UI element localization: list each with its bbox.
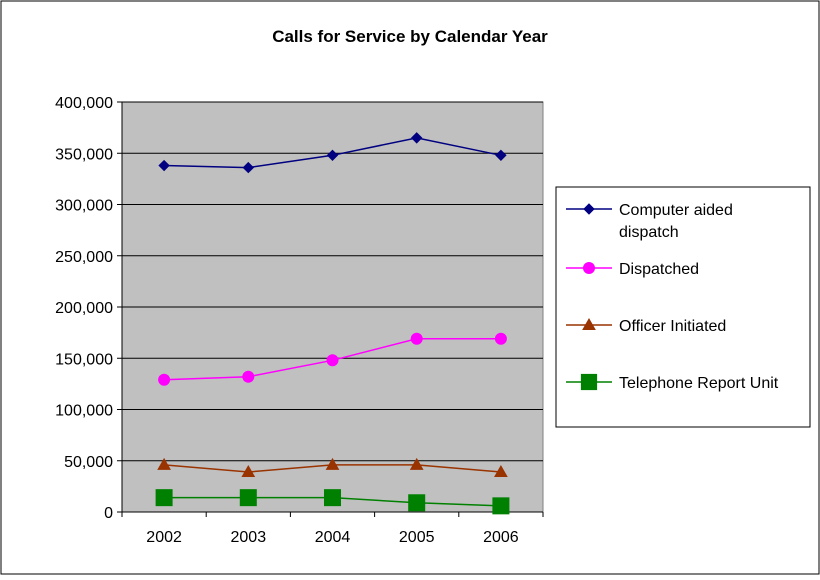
x-tick-label: 2004 — [315, 529, 351, 546]
legend-label: dispatch — [619, 224, 679, 241]
legend-label: Computer aided — [619, 202, 733, 219]
legend-marker — [583, 203, 595, 215]
chart-title: Calls for Service by Calendar Year — [272, 27, 548, 46]
data-point — [494, 465, 508, 478]
data-point — [494, 332, 507, 345]
y-tick-label: 150,000 — [55, 351, 113, 368]
data-point — [242, 370, 255, 383]
y-tick-label: 350,000 — [55, 146, 113, 163]
legend-marker — [580, 373, 598, 391]
legend-label: Telephone Report Unit — [619, 375, 779, 392]
data-point — [155, 489, 173, 507]
legend-box — [555, 186, 811, 428]
y-tick-label: 50,000 — [64, 454, 113, 471]
y-tick-label: 250,000 — [55, 249, 113, 266]
legend: Computer aided dispatch Dispatched Officer … — [555, 186, 811, 428]
legend-marker — [582, 317, 596, 330]
series-layer — [155, 132, 510, 515]
data-point — [410, 132, 423, 144]
legend-marker — [583, 262, 595, 274]
data-point — [326, 354, 339, 367]
series — [158, 332, 507, 386]
data-point — [157, 457, 171, 470]
data-point — [242, 161, 255, 174]
data-point — [409, 457, 424, 470]
y-tick-label: 300,000 — [55, 198, 113, 215]
data-point — [325, 457, 340, 470]
series — [155, 489, 510, 515]
data-point — [158, 159, 170, 172]
series — [157, 457, 508, 478]
legend-label: Dispatched — [619, 261, 699, 278]
x-tick-label: 2005 — [399, 529, 435, 546]
data-point — [324, 489, 341, 507]
legend-item: Computer aided dispatch — [566, 202, 733, 241]
y-axis: 0 50,000 100,000 150,000 200,000 250,000 300,0… — [55, 95, 123, 522]
legend-label: Officer Initiated — [619, 318, 726, 335]
series — [158, 132, 507, 174]
data-point — [495, 149, 507, 162]
data-point — [239, 489, 257, 507]
data-point — [408, 494, 426, 512]
x-tick-label: 2006 — [483, 529, 519, 546]
y-tick-label: 200,000 — [55, 300, 113, 317]
y-tick-label: 400,000 — [55, 95, 113, 112]
legend-item: Telephone Report Unit — [566, 373, 779, 392]
legend-item: Officer Initiated — [566, 317, 726, 335]
legend-item: Dispatched — [566, 261, 699, 278]
data-point — [241, 465, 256, 478]
y-tick-label: 0 — [104, 505, 113, 522]
data-point — [326, 149, 339, 162]
x-axis: 2002 2003 2004 2005 2006 — [121, 511, 544, 546]
data-point — [410, 332, 423, 345]
data-point — [492, 497, 510, 515]
data-point — [158, 373, 171, 386]
x-tick-label: 2003 — [231, 529, 267, 546]
x-tick-label: 2002 — [146, 529, 182, 546]
y-tick-label: 100,000 — [55, 403, 113, 420]
